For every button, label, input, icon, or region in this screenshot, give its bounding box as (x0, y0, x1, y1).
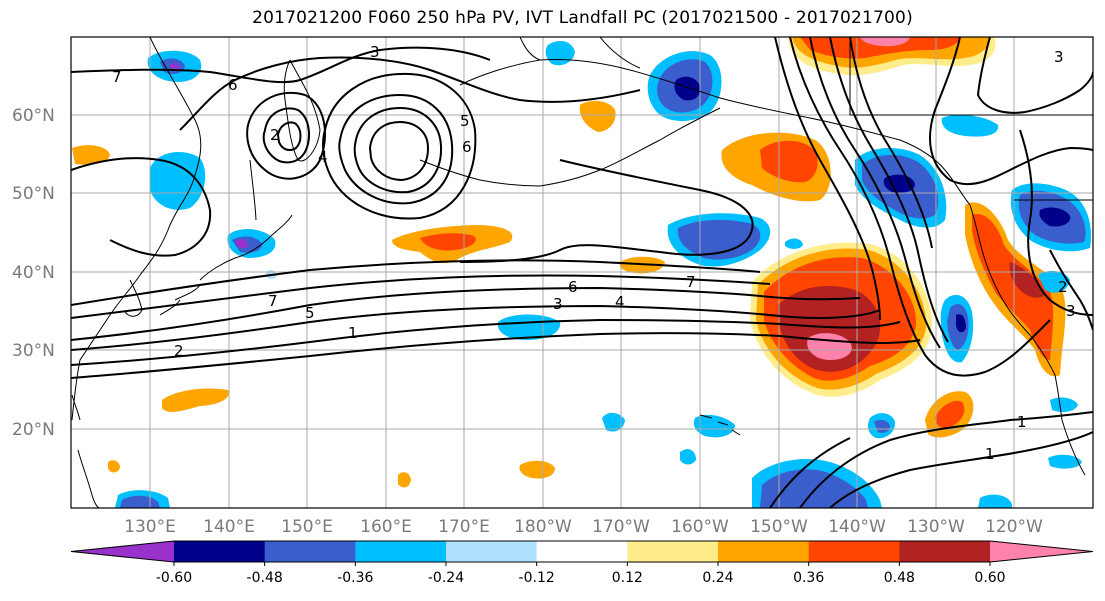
lon-label-180w: 180°W (514, 517, 572, 537)
colorbar-segment (264, 541, 356, 562)
contour-label-2-jet: 2 (174, 342, 184, 360)
pv-contours (71, 37, 1093, 508)
colorbar-segment (174, 541, 266, 562)
colorbar-tick-label: -0.48 (247, 570, 283, 586)
colorbar-segment (627, 541, 719, 562)
contour-label-3-north: 3 (370, 43, 380, 61)
contour-label-1-south: 1 (1017, 413, 1027, 431)
longitude-labels: 130°E 140°E 150°E 160°E 170°E 180°W 170°… (124, 517, 1043, 537)
lon-label-160w: 160°W (671, 517, 729, 537)
colorbar: -0.60 -0.48 -0.36 -0.24 -0.12 0.12 0.24 0.36 0.4… (70, 540, 1094, 586)
colorbar-tick-label: -0.60 (156, 570, 192, 586)
colorbar-segment (899, 541, 991, 562)
contour-label-7-jet-west: 7 (268, 292, 278, 310)
contour-label-6-jet: 6 (568, 278, 578, 296)
colorbar-tick-label: 0.60 (974, 570, 1005, 586)
lat-label-40n: 40°N (12, 263, 55, 283)
colorbar-segment (536, 541, 628, 562)
lon-label-140w: 140°W (828, 517, 886, 537)
colorbar-tick-label: 0.36 (793, 570, 824, 586)
contour-label-6-north: 6 (228, 76, 238, 94)
contour-label-2-coast: 2 (1058, 278, 1068, 296)
contour-label-3-northeast: 3 (1054, 48, 1064, 66)
contour-label-6-vortex: 6 (462, 138, 472, 156)
contour-label-4-vortex: 4 (318, 148, 328, 166)
contour-label-1-south-lower: 1 (985, 445, 995, 463)
colorbar-tick-label: -0.24 (428, 570, 464, 586)
contour-label-5-jet: 5 (305, 304, 315, 322)
lon-label-150w: 150°W (750, 517, 808, 537)
contour-label-1-jet: 1 (348, 324, 358, 342)
contour-label-5-vortex: 5 (460, 112, 470, 130)
colorbar-tick-label: -0.36 (337, 570, 373, 586)
lon-label-130w: 130°W (907, 517, 965, 537)
colorbar-extend-max (990, 541, 1093, 562)
colorbar-tick-label: 0.12 (612, 570, 643, 586)
lat-label-30n: 30°N (12, 341, 55, 361)
lon-label-150e: 150°E (281, 517, 333, 537)
colorbar-extend-min (71, 541, 174, 562)
lon-label-170e: 170°E (438, 517, 490, 537)
lon-label-130e: 130°E (124, 517, 176, 537)
lon-label-160e: 160°E (360, 517, 412, 537)
lon-label-120w: 120°W (985, 517, 1043, 537)
colorbar-segment (355, 541, 447, 562)
contour-label-4-jet: 4 (615, 293, 625, 311)
contour-label-7-jet-east: 7 (686, 273, 696, 291)
lat-label-20n: 20°N (12, 420, 55, 440)
colorbar-tick-label: -0.12 (519, 570, 555, 586)
contour-labels: 7 3 6 2 4 5 6 7 5 1 2 6 4 3 7 1 1 3 3 2 (112, 43, 1076, 463)
colorbar-tick-label: 0.48 (884, 570, 915, 586)
plot-title: 2017021200 F060 250 hPa PV, IVT Landfall… (252, 8, 913, 28)
contour-label-3-jet: 3 (553, 295, 563, 313)
colorbar-segment (718, 541, 810, 562)
colorbar-segment (808, 541, 900, 562)
contour-label-7-west: 7 (112, 68, 122, 86)
colorbar-segment (446, 541, 538, 562)
lon-label-140e: 140°E (203, 517, 255, 537)
latitude-labels: 60°N 50°N 40°N 30°N 20°N (12, 106, 55, 440)
lat-label-50n: 50°N (12, 184, 55, 204)
lat-label-60n: 60°N (12, 106, 55, 126)
map-frame (70, 36, 1094, 509)
contour-label-3-coast: 3 (1066, 302, 1076, 320)
contour-label-2-vortex: 2 (270, 126, 280, 144)
lon-label-170w: 170°W (592, 517, 650, 537)
colorbar-tick-label: 0.24 (702, 570, 733, 586)
